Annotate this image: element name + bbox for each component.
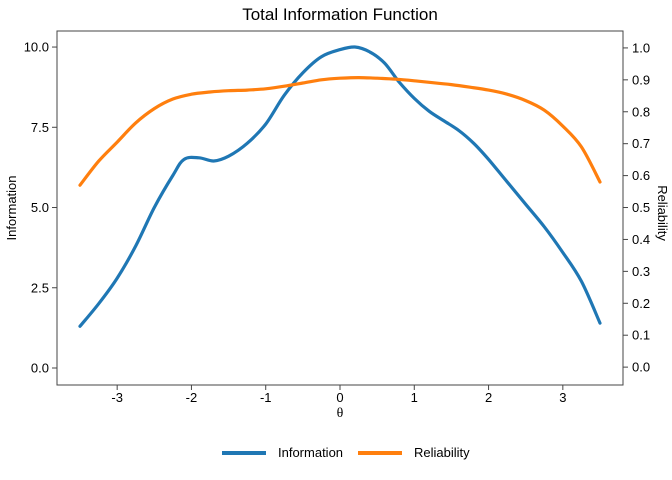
left-tick-label: 7.5 (31, 120, 49, 135)
x-tick-label: 3 (559, 390, 566, 405)
right-tick-label: 0.8 (632, 104, 650, 119)
right-tick-label: 1.0 (632, 40, 650, 55)
legend: Information Reliability (222, 445, 470, 460)
x-tick-label: 0 (336, 390, 343, 405)
left-axis-label: Information (4, 175, 19, 240)
reliability-line (78, 76, 602, 187)
x-tick-label: -3 (111, 390, 123, 405)
left-tick-label: 10.0 (24, 40, 49, 55)
right-axis-label: Reliability (655, 185, 670, 241)
x-tick-label: -2 (186, 390, 198, 405)
plot-frame (56, 30, 624, 386)
x-tick-label: 1 (411, 390, 418, 405)
right-tick-label: 0.0 (632, 360, 650, 375)
x-tick-label: 2 (485, 390, 492, 405)
right-tick-label: 0.9 (632, 72, 650, 87)
right-axis-ticks: 0.0 0.1 0.2 0.3 0.4 0.5 0.6 0.7 0.8 0.9 1.0 (623, 40, 650, 375)
right-tick-label: 0.2 (632, 296, 650, 311)
left-axis-ticks: 0.0 2.5 5.0 7.5 10.0 (24, 40, 57, 375)
x-axis-label: θ (337, 406, 344, 421)
right-tick-label: 0.5 (632, 200, 650, 215)
left-tick-label: 0.0 (31, 360, 49, 375)
right-tick-label: 0.7 (632, 136, 650, 151)
left-tick-label: 5.0 (31, 200, 49, 215)
right-tick-label: 0.1 (632, 328, 650, 343)
information-line (78, 45, 602, 328)
right-tick-label: 0.3 (632, 264, 650, 279)
legend-reliability-label: Reliability (414, 445, 470, 460)
right-tick-label: 0.6 (632, 168, 650, 183)
series-lines (78, 45, 602, 328)
x-tick-label: -1 (260, 390, 272, 405)
left-tick-label: 2.5 (31, 280, 49, 295)
x-axis-ticks: -3 -2 -1 0 1 2 3 (111, 385, 566, 405)
right-tick-label: 0.4 (632, 232, 650, 247)
chart-title: Total Information Function (242, 5, 438, 24)
legend-information-label: Information (278, 445, 343, 460)
